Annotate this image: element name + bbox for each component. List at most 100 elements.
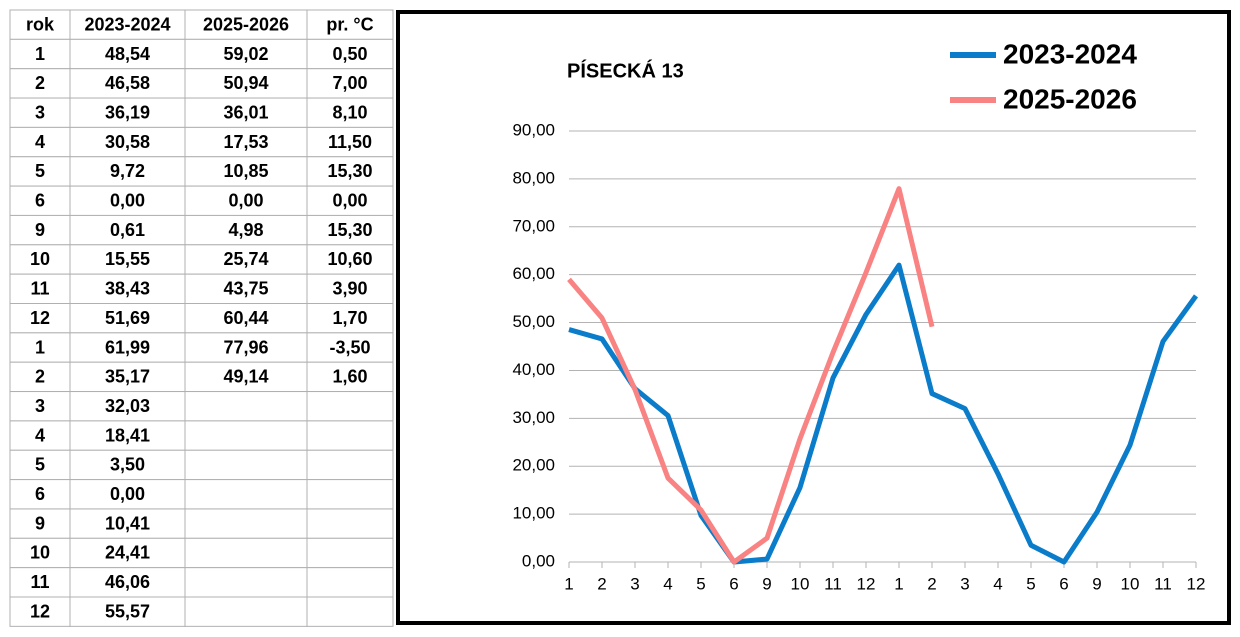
table-header: rok [26,14,55,34]
table-value: 12 [30,308,50,328]
x-tick-label: 3 [960,574,969,593]
table-cell [69,332,186,363]
table-value: 18,41 [105,425,150,445]
table-value: 9 [35,220,45,240]
table-value: 1 [35,337,45,357]
table-value: 0,00 [228,191,263,211]
x-tick-label: 2 [597,574,606,593]
x-tick-label: 11 [824,574,842,593]
table-cell [69,273,186,304]
table-cell [9,9,71,40]
table-cell [9,97,71,128]
table-value: 11 [30,572,49,592]
table-value: 2 [35,367,45,387]
table-value: 15,30 [327,161,372,181]
table-value: 5 [35,455,45,475]
table-value: 17,53 [223,132,268,152]
table-value: 15,30 [327,220,372,240]
table-cell [9,68,71,99]
table-value: 24,41 [105,543,150,563]
table-value: 3 [35,396,45,416]
table-value: 10 [30,249,50,269]
table-cell [69,391,186,422]
table-cell [9,332,71,363]
x-tick-label: 5 [1026,574,1035,593]
table-cell [9,420,71,451]
table-cell [306,97,394,128]
table-cell [69,361,186,393]
x-tick-label: 10 [791,574,810,593]
table-value: 4,98 [228,220,263,240]
table-cell [184,537,308,569]
series-line [568,262,1199,565]
table-cell [306,508,394,539]
x-tick-label: 4 [663,574,672,593]
y-tick-label: 10,00 [512,504,555,523]
y-tick-label: 20,00 [512,456,555,475]
table-value: 46,06 [105,572,150,592]
table-cell [306,185,394,216]
x-tick-label: 11 [1154,574,1172,593]
table-cell [69,567,186,598]
table-cell [306,479,394,510]
table-value: 46,58 [105,73,150,93]
table-cell [9,126,71,158]
x-tick-label: 12 [857,574,876,593]
table-value: 1,70 [332,308,367,328]
table-cell [9,567,71,598]
table-cell [69,156,186,187]
legend-label: 2025-2026 [1003,83,1137,114]
table-value: 25,74 [223,249,268,269]
table-cell [9,38,71,70]
table-cell [69,9,186,40]
table-value: 4 [35,425,45,445]
table-value: 0,00 [110,484,145,504]
table-value: 0,00 [110,191,145,211]
table-value: 10,41 [105,513,150,533]
y-tick-label: 80,00 [512,168,555,187]
y-tick-label: 90,00 [512,120,555,139]
table-cell [184,185,308,216]
table-cell [69,479,186,510]
table-cell [69,126,186,158]
table-value: 55,57 [105,601,150,621]
table-value: 10,60 [327,249,372,269]
x-tick-label: 9 [762,574,771,593]
table-header: 2025-2026 [203,14,289,34]
x-tick-label: 9 [1092,574,1101,593]
series-line [567,186,935,565]
table-cell [9,303,71,334]
table-value: 4 [35,132,45,152]
table-value: 61,99 [105,337,150,357]
table-cell [184,508,308,539]
table-value: 11 [30,279,49,299]
table-header: 2023-2024 [84,14,170,34]
table-value: 60,44 [223,308,268,328]
x-tick-label: 3 [630,574,639,593]
table-cell [184,567,308,598]
x-tick-label: 6 [1059,574,1068,593]
table-value: 1,60 [332,367,367,387]
x-tick-label: 1 [894,574,903,593]
table-value: 8,10 [332,102,367,122]
table-value: 10,85 [223,161,268,181]
table-cell [306,420,394,451]
table-value: 77,96 [223,337,268,357]
table-value: 6 [35,484,45,504]
table-cell [69,303,186,334]
table-cell [69,185,186,216]
y-tick-label: 30,00 [512,408,555,427]
table-value: 32,03 [105,396,150,416]
table-cell [69,449,186,481]
table-value: 7,00 [332,73,367,93]
table-value: 10 [30,543,50,563]
table-cell [9,537,71,569]
table-cell [306,391,394,422]
table-value: 51,69 [105,308,150,328]
table-value: 0,61 [110,220,145,240]
table-value: 3 [35,102,45,122]
y-tick-label: 70,00 [512,216,555,235]
table-cell [184,479,308,510]
table-value: 36,19 [105,102,150,122]
